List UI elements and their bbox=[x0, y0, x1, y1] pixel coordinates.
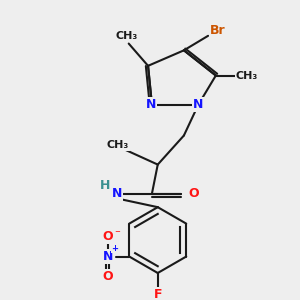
Text: ⁻: ⁻ bbox=[115, 229, 121, 239]
Text: N: N bbox=[146, 98, 156, 111]
Text: CH₃: CH₃ bbox=[116, 31, 138, 41]
Text: Br: Br bbox=[210, 25, 226, 38]
Text: O: O bbox=[103, 270, 113, 284]
Text: F: F bbox=[154, 288, 162, 300]
Text: N: N bbox=[193, 98, 204, 111]
Text: CH₃: CH₃ bbox=[107, 140, 129, 150]
Text: +: + bbox=[111, 244, 118, 253]
Text: N: N bbox=[103, 250, 113, 263]
Text: CH₃: CH₃ bbox=[236, 70, 258, 80]
Text: H: H bbox=[100, 179, 111, 192]
Text: O: O bbox=[188, 187, 199, 200]
Text: O: O bbox=[103, 230, 113, 243]
Text: N: N bbox=[112, 187, 122, 200]
